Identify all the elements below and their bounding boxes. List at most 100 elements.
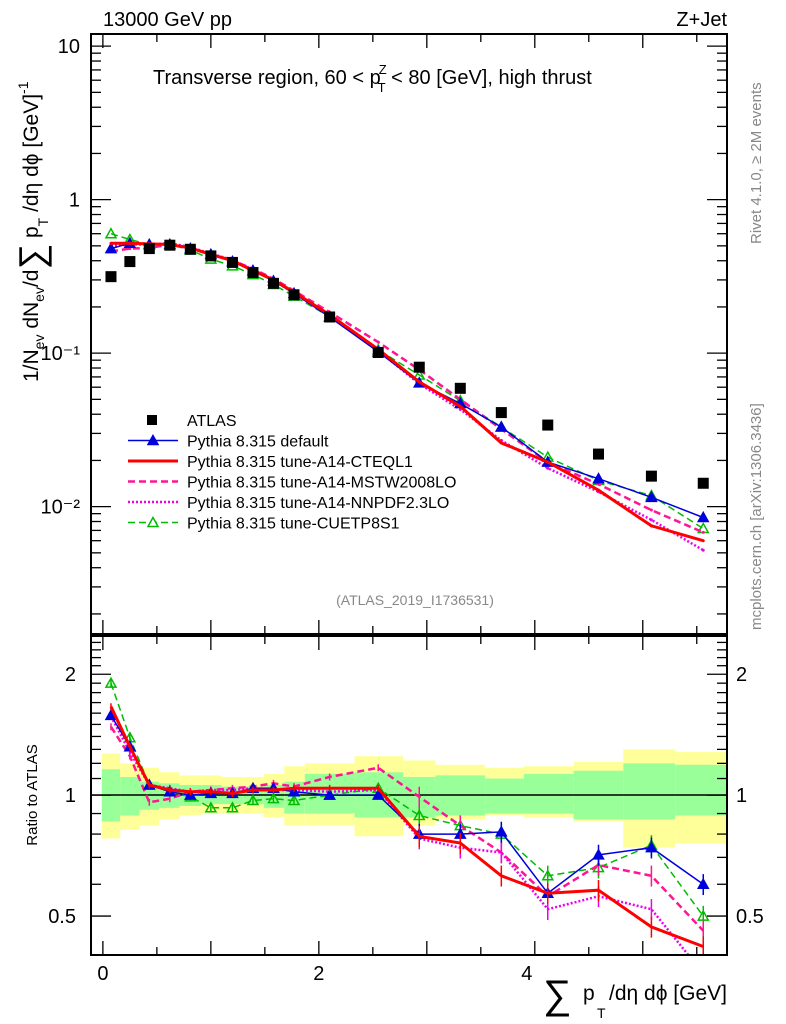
svg-text:∑: ∑ (543, 973, 572, 1017)
svg-text:1/Nev dNev/d∑ pT /dη dϕ [GeV]: 1/Nev dNev/d∑ pT /dη dϕ [GeV]-1 (11, 81, 52, 382)
atlas-data-point (226, 256, 238, 268)
legend-marker-triangle-open (146, 515, 160, 528)
ratio-data-layer (104, 676, 710, 955)
main-axis-ticks (91, 34, 727, 634)
mc-data-point (701, 539, 705, 543)
series-0 (105, 239, 709, 489)
ratio-y-tick-label-right: 1 (736, 785, 747, 807)
plot-title: Transverse region, 60 < pZ T < 80 [GeV], … (153, 62, 592, 95)
legend-item: ATLAS (147, 413, 237, 430)
atlas-data-point (184, 243, 196, 255)
main-y-axis-label: 1/Nev dNev/d∑ pT /dη dϕ [GeV]-1 (11, 81, 52, 382)
main-frame (90, 33, 728, 635)
mc-data-point (417, 380, 421, 384)
ratio-axis-ticks (91, 636, 727, 956)
ratio-point (645, 841, 658, 853)
x-tick-label: 4 (521, 963, 532, 985)
ratio-point (371, 788, 385, 800)
ratio-point (204, 801, 218, 813)
svg-text:p: p (583, 982, 595, 1005)
legend: ATLAS Pythia 8.315 default Pythia 8.315 tu… (128, 413, 456, 533)
atlas-data-point (105, 271, 117, 283)
atlas-data-point (495, 407, 507, 419)
y-tick-label: 10⁻¹ (41, 343, 81, 365)
green-band (485, 778, 524, 814)
mc-data-point (499, 441, 503, 445)
ratio-point (495, 825, 508, 837)
ratio-point (592, 848, 605, 860)
mc-data-point (546, 466, 550, 470)
legend-marker-square (147, 415, 157, 425)
ratio-y-tick-labels: 2 2 1 1 0.5 0.5 (48, 664, 764, 928)
main-y-tick-labels: 10 1 10⁻¹ 10⁻² (41, 36, 81, 518)
ratio-point (696, 909, 710, 921)
atlas-data-point (143, 243, 155, 255)
legend-item: Pythia 8.315 default (128, 434, 329, 451)
atlas-data-point (593, 448, 605, 460)
ratio-series-group (104, 676, 710, 955)
legend-item: Pythia 8.315 tune-A14-MSTW2008LO (128, 475, 456, 492)
atlas-data-point (267, 277, 279, 289)
y-tick-label: 10⁻² (41, 497, 81, 519)
atlas-data-point (324, 311, 336, 323)
y-tick-label: 10 (58, 36, 80, 58)
atlas-data-point (645, 470, 657, 482)
ratio-series-1 (109, 703, 704, 955)
legend-label: Pythia 8.315 tune-A14-CTEQL1 (187, 454, 413, 471)
default-data-point (592, 472, 605, 484)
default-data-point (104, 242, 118, 254)
ratio-panel: 2 2 1 1 0.5 0.5 0 2 4 Ratio to ATLAS ∑ p T /dη … (24, 635, 764, 1021)
legend-label: ATLAS (187, 413, 237, 430)
atlas-data-point (288, 289, 300, 301)
default-data-point (495, 420, 508, 432)
ratio-y-tick-label-right: 0.5 (736, 906, 764, 928)
main-series-group (104, 227, 710, 552)
x-tick-label: 2 (313, 963, 324, 985)
ratio-point (412, 808, 426, 821)
atlas-data-point (372, 346, 384, 358)
atlas-data-point (454, 382, 466, 394)
analysis-watermark: (ATLAS_2019_I1736531) (336, 592, 494, 608)
atlas-data-point (697, 477, 709, 489)
ratio-point (287, 793, 301, 806)
header-left: 13000 GeV pp (103, 9, 232, 31)
legend-item: Pythia 8.315 tune-CUETP8S1 (128, 516, 400, 533)
ratio-point (246, 793, 260, 806)
legend-item: Pythia 8.315 tune-A14-NNPDF2.3LO (128, 495, 449, 512)
ratio-point (104, 676, 118, 688)
mc-data-point (701, 530, 705, 534)
mc-data-point (546, 460, 550, 464)
header-right: Z+Jet (676, 9, 727, 31)
ratio-y-tick-label-left: 2 (65, 664, 76, 686)
mc-data-point (597, 488, 601, 492)
atlas-data-point (124, 256, 136, 268)
ratio-y-tick-label-left: 0.5 (48, 906, 76, 928)
mc-data-point (128, 241, 132, 245)
x-axis-label: ∑ p T /dη dϕ [GeV] (543, 973, 727, 1021)
svg-text:/dη dϕ [GeV]: /dη dϕ [GeV] (609, 982, 727, 1005)
ratio-y-tick-label-right: 2 (736, 664, 747, 686)
ratio-point (323, 788, 336, 800)
mcplots-label: mcplots.cern.ch [arXiv:1306.3436] (748, 403, 765, 630)
green-band (120, 776, 140, 816)
mc-data-point (109, 241, 113, 245)
x-tick-label: 0 (97, 963, 108, 985)
legend-label: Pythia 8.315 tune-CUETP8S1 (187, 516, 400, 533)
green-band (623, 763, 676, 820)
ratio-line (109, 706, 704, 948)
rivet-label: Rivet 4.1.0, ≥ 2M events (748, 82, 765, 244)
legend-item: Pythia 8.315 tune-A14-CTEQL1 (128, 454, 413, 471)
green-band (523, 773, 574, 814)
main-data-layer (104, 227, 710, 552)
ratio-line (109, 715, 690, 955)
atlas-data-point (247, 267, 259, 279)
ratio-point (226, 801, 239, 813)
ratio-point (267, 792, 280, 804)
legend-label: Pythia 8.315 default (187, 434, 329, 451)
cuetp8s1-data-point (104, 227, 118, 239)
green-band (675, 764, 727, 816)
main-panel: 10 1 10⁻¹ 10⁻² Transverse region, 60 < pZ T … (11, 33, 728, 635)
mc-data-point (649, 518, 653, 522)
ratio-series-2 (109, 723, 705, 942)
mc-data-point (458, 404, 462, 408)
